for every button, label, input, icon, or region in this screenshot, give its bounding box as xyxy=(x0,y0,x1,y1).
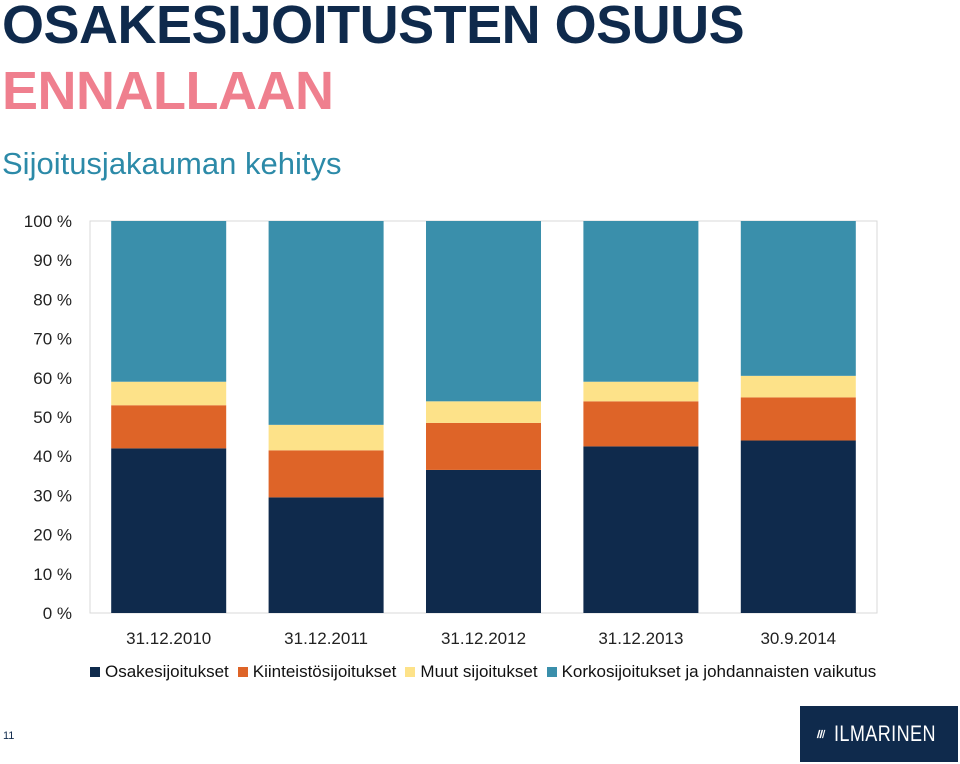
legend-swatch-osakesijoitukset xyxy=(90,667,100,677)
y-tick-label: 10 % xyxy=(33,565,72,584)
bar-segment-osakesijoitukset xyxy=(583,446,699,613)
bar-segment-kiinteistosijoitukset xyxy=(268,450,384,498)
bar-segment-osakesijoitukset xyxy=(426,469,541,613)
y-tick-label: 90 % xyxy=(33,251,72,270)
y-tick-label: 30 % xyxy=(33,486,72,505)
legend-label-osakesijoitukset: Osakesijoitukset xyxy=(105,662,229,681)
bar-segment-muut-sijoitukset xyxy=(426,401,541,423)
bar-segment-korkosijoitukset xyxy=(268,221,384,425)
bar-segment-osakesijoitukset xyxy=(268,497,384,613)
bar-segment-korkosijoitukset xyxy=(740,221,856,376)
stacked-bar-chart: 0 % 10 % 20 % 30 % 40 % 50 % 60 % 70 % 80 % 90 % 1… xyxy=(24,212,878,648)
ilmarinen-logo: ILMARINEN xyxy=(800,706,958,762)
y-tick-label: 100 % xyxy=(24,212,72,231)
legend-swatch-muut-sijoitukset xyxy=(405,667,416,677)
y-tick-label: 70 % xyxy=(33,330,72,349)
legend-item-osakesijoitukset: Osakesijoitukset xyxy=(90,662,229,682)
bar-segment-osakesijoitukset xyxy=(740,440,856,613)
legend-swatch-kiinteistosijoitukset xyxy=(237,667,248,677)
legend-label-kiinteistosijoitukset: Kiinteistösijoitukset xyxy=(252,662,397,681)
bar-segment-muut-sijoitukset xyxy=(268,424,384,451)
bar-segment-korkosijoitukset xyxy=(583,221,699,382)
x-tick-label: 31.12.2010 xyxy=(126,629,211,648)
page-number: 11 xyxy=(3,730,15,742)
bar-segment-muut-sijoitukset xyxy=(583,381,699,402)
y-tick-label: 20 % xyxy=(33,526,72,545)
bar-segment-muut-sijoitukset xyxy=(111,381,227,406)
x-tick-label: 30.9.2014 xyxy=(760,629,836,648)
y-tick-label: 0 % xyxy=(43,604,72,623)
y-tick-label: 80 % xyxy=(33,290,72,309)
bar-segment-kiinteistosijoitukset xyxy=(583,401,699,447)
legend-item-korkosijoitukset: Korkosijoitukset ja johdannaisten vaikut… xyxy=(546,662,877,682)
bar-segment-kiinteistosijoitukset xyxy=(740,397,856,441)
y-tick-label: 60 % xyxy=(33,369,72,388)
legend-item-muut-sijoitukset: Muut sijoitukset xyxy=(405,662,538,682)
slide-title-line2: ENNALLAAN xyxy=(2,61,334,121)
x-tick-label: 31.12.2012 xyxy=(441,629,526,648)
legend-item-kiinteistosijoitukset: Kiinteistösijoitukset xyxy=(237,662,397,682)
bar-segment-kiinteistosijoitukset xyxy=(111,405,227,449)
y-tick-label: 40 % xyxy=(33,447,72,466)
bar-segment-korkosijoitukset xyxy=(111,221,227,382)
legend-label-korkosijoitukset: Korkosijoitukset ja johdannaisten vaikut… xyxy=(561,662,877,681)
bar-segment-kiinteistosijoitukset xyxy=(426,422,541,470)
slide-title-line1: OSAKESIJOITUSTEN OSUUS xyxy=(2,0,745,55)
bar-segment-muut-sijoitukset xyxy=(740,375,856,398)
x-tick-label: 31.12.2011 xyxy=(284,629,368,648)
x-tick-label: 31.12.2013 xyxy=(598,629,683,648)
bar-segment-osakesijoitukset xyxy=(111,448,227,613)
chart-subtitle: Sijoitusjakauman kehitys xyxy=(2,146,342,181)
bar-segment-korkosijoitukset xyxy=(426,221,541,402)
y-tick-label: 50 % xyxy=(33,408,72,427)
legend-label-muut-sijoitukset: Muut sijoitukset xyxy=(420,662,538,681)
legend-swatch-korkosijoitukset xyxy=(546,667,557,677)
chart-legend: Osakesijoitukset Kiinteistösijoitukset M… xyxy=(90,662,885,682)
ilmarinen-logo-text: ILMARINEN xyxy=(833,721,936,746)
ilmarinen-logo-mark-icon xyxy=(816,729,826,739)
